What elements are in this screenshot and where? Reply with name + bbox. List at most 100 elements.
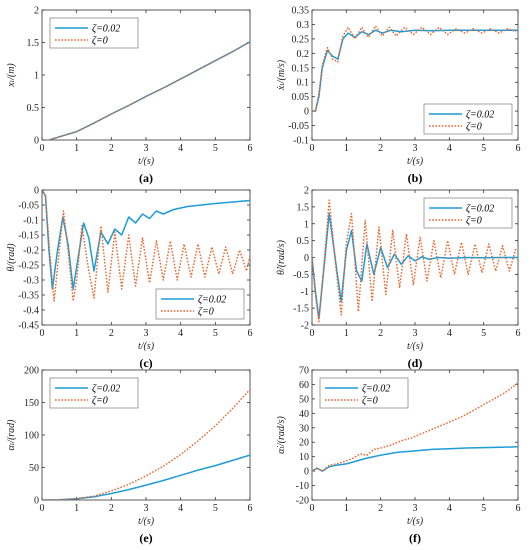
x-axis-label: t/(s) bbox=[138, 156, 155, 167]
x-tick-label: 6 bbox=[248, 503, 253, 514]
series-line-zeta-0 bbox=[42, 190, 250, 302]
series-line-zeta-0-02 bbox=[42, 454, 250, 500]
legend-box bbox=[423, 103, 513, 135]
y-tick-label: 2 bbox=[34, 6, 39, 17]
x-tick-label: 2 bbox=[378, 328, 383, 339]
chart-panel-3: 0 1 2 3 4 5 6 -0.45 -0.4 -0.35 -0.3 -0.25 -0.2 -0.15 -… bbox=[6, 186, 253, 371]
y-tick-label: 0.35 bbox=[292, 6, 310, 17]
legend: ζ=0.02ζ=0 bbox=[49, 17, 139, 49]
x-tick-label: 2 bbox=[109, 503, 114, 514]
legend-label: ζ=0.02 bbox=[466, 110, 494, 121]
y-tick-label: 40 bbox=[299, 409, 309, 420]
y-tick-label: 50 bbox=[29, 463, 39, 474]
y-tick-label: 0.15 bbox=[292, 63, 310, 74]
y-tick-label: -0.1 bbox=[293, 136, 309, 147]
y-tick-label: -0.5 bbox=[293, 270, 309, 281]
y-tick-label: -1.5 bbox=[293, 304, 309, 315]
y-tick-label: 0 bbox=[304, 253, 309, 264]
chart-panel-5: 0 1 2 3 4 5 6 0 50 100 150 200 t/(s) αₗ/(rad) (e) ζ=0.0… bbox=[6, 366, 253, 546]
x-tick-label: 4 bbox=[447, 143, 452, 154]
x-tick-label: 5 bbox=[481, 143, 486, 154]
x-tick-label: 5 bbox=[481, 503, 486, 514]
y-tick-label: 2 bbox=[304, 186, 309, 197]
panel-label: (b) bbox=[408, 171, 423, 185]
y-tick-label: -0.05 bbox=[288, 121, 309, 132]
legend-label: ζ=0.02 bbox=[198, 295, 226, 306]
legend-label: ζ=0.02 bbox=[466, 204, 494, 215]
legend-box bbox=[423, 197, 513, 229]
y-tick-label: -1 bbox=[301, 287, 309, 298]
y-tick-label: 1 bbox=[304, 219, 309, 230]
y-axis-label: ẋₗ/(m/s) bbox=[276, 59, 287, 91]
x-tick-label: 3 bbox=[144, 143, 149, 154]
x-tick-label: 0 bbox=[310, 328, 315, 339]
x-axis-label: t/(s) bbox=[407, 341, 424, 352]
y-tick-label: 0 bbox=[34, 186, 39, 197]
y-tick-label: 0.05 bbox=[292, 92, 310, 103]
x-axis-label: t/(s) bbox=[407, 156, 424, 167]
x-tick-label: 4 bbox=[178, 143, 183, 154]
legend-label: ζ=0.02 bbox=[92, 384, 120, 395]
y-tick-label: -0.3 bbox=[23, 276, 39, 287]
y-tick-label: -20 bbox=[296, 496, 309, 507]
x-tick-label: 3 bbox=[144, 503, 149, 514]
x-tick-label: 0 bbox=[40, 143, 45, 154]
series-line-zeta-0-02 bbox=[42, 190, 250, 290]
y-tick-label: 20 bbox=[299, 438, 309, 449]
y-tick-label: 10 bbox=[299, 452, 309, 463]
y-tick-label: 200 bbox=[24, 366, 39, 377]
series-line-zeta-0-02 bbox=[312, 29, 518, 112]
x-tick-label: 6 bbox=[516, 328, 521, 339]
x-tick-label: 0 bbox=[40, 503, 45, 514]
y-tick-label: 0.3 bbox=[297, 20, 310, 31]
plot-area bbox=[48, 41, 250, 140]
legend: ζ=0.02ζ=0 bbox=[423, 103, 513, 135]
y-tick-label: 0.2 bbox=[297, 49, 310, 60]
y-tick-label: 30 bbox=[299, 423, 309, 434]
series-line-zeta-0-02 bbox=[48, 41, 250, 140]
plot-area bbox=[42, 190, 250, 302]
x-tick-label: 3 bbox=[413, 328, 418, 339]
y-tick-label: -0.05 bbox=[18, 201, 39, 212]
x-tick-label: 1 bbox=[74, 143, 79, 154]
y-tick-label: -0.45 bbox=[18, 321, 39, 332]
x-tick-label: 0 bbox=[310, 503, 315, 514]
y-tick-label: 1.5 bbox=[297, 202, 310, 213]
x-axis-label: t/(s) bbox=[138, 516, 155, 527]
plot-area bbox=[312, 382, 518, 472]
series-line-zeta-0 bbox=[312, 382, 518, 472]
x-tick-label: 2 bbox=[378, 503, 383, 514]
y-tick-label: 70 bbox=[299, 366, 309, 377]
y-tick-label: 1.5 bbox=[27, 38, 40, 49]
x-tick-label: 5 bbox=[213, 503, 218, 514]
panel-label: (d) bbox=[408, 356, 423, 370]
y-tick-label: 60 bbox=[299, 380, 309, 391]
y-tick-label: 1 bbox=[34, 71, 39, 82]
legend-label: ζ=0.02 bbox=[362, 384, 390, 395]
y-tick-label: 0 bbox=[304, 467, 309, 478]
legend-label: ζ=0 bbox=[362, 396, 378, 407]
x-tick-label: 3 bbox=[144, 328, 149, 339]
chart-panel-1: 0 1 2 3 4 5 6 0 0.5 1 1.5 2 t/(s) xₗ/(m) (a) ζ=0.02ζ=0 bbox=[6, 6, 253, 186]
legend-label: ζ=0 bbox=[466, 216, 482, 227]
x-tick-label: 3 bbox=[413, 503, 418, 514]
y-axis-label: θ/(rad) bbox=[6, 243, 17, 272]
legend: ζ=0.02ζ=0 bbox=[319, 377, 409, 409]
x-tick-label: 6 bbox=[248, 328, 253, 339]
legend-label: ζ=0 bbox=[466, 122, 482, 133]
y-tick-label: 0.5 bbox=[27, 103, 40, 114]
x-tick-label: 6 bbox=[248, 143, 253, 154]
x-tick-label: 1 bbox=[344, 143, 349, 154]
legend-label: ζ=0 bbox=[198, 307, 214, 318]
chart-panel-4: 0 1 2 3 4 5 6 -2 -1.5 -1 -0.5 0 0.5 1 1.5 2 t/(s) θ̇/(rad… bbox=[276, 186, 521, 371]
y-tick-label: 0 bbox=[304, 107, 309, 118]
x-axis-label: t/(s) bbox=[407, 516, 424, 527]
x-tick-label: 2 bbox=[109, 143, 114, 154]
legend-box bbox=[49, 377, 139, 409]
legend-box bbox=[155, 288, 245, 320]
legend-label: ζ=0 bbox=[92, 396, 108, 407]
y-tick-label: -10 bbox=[296, 481, 309, 492]
series-line-zeta-0 bbox=[312, 199, 517, 323]
x-tick-label: 1 bbox=[74, 328, 79, 339]
